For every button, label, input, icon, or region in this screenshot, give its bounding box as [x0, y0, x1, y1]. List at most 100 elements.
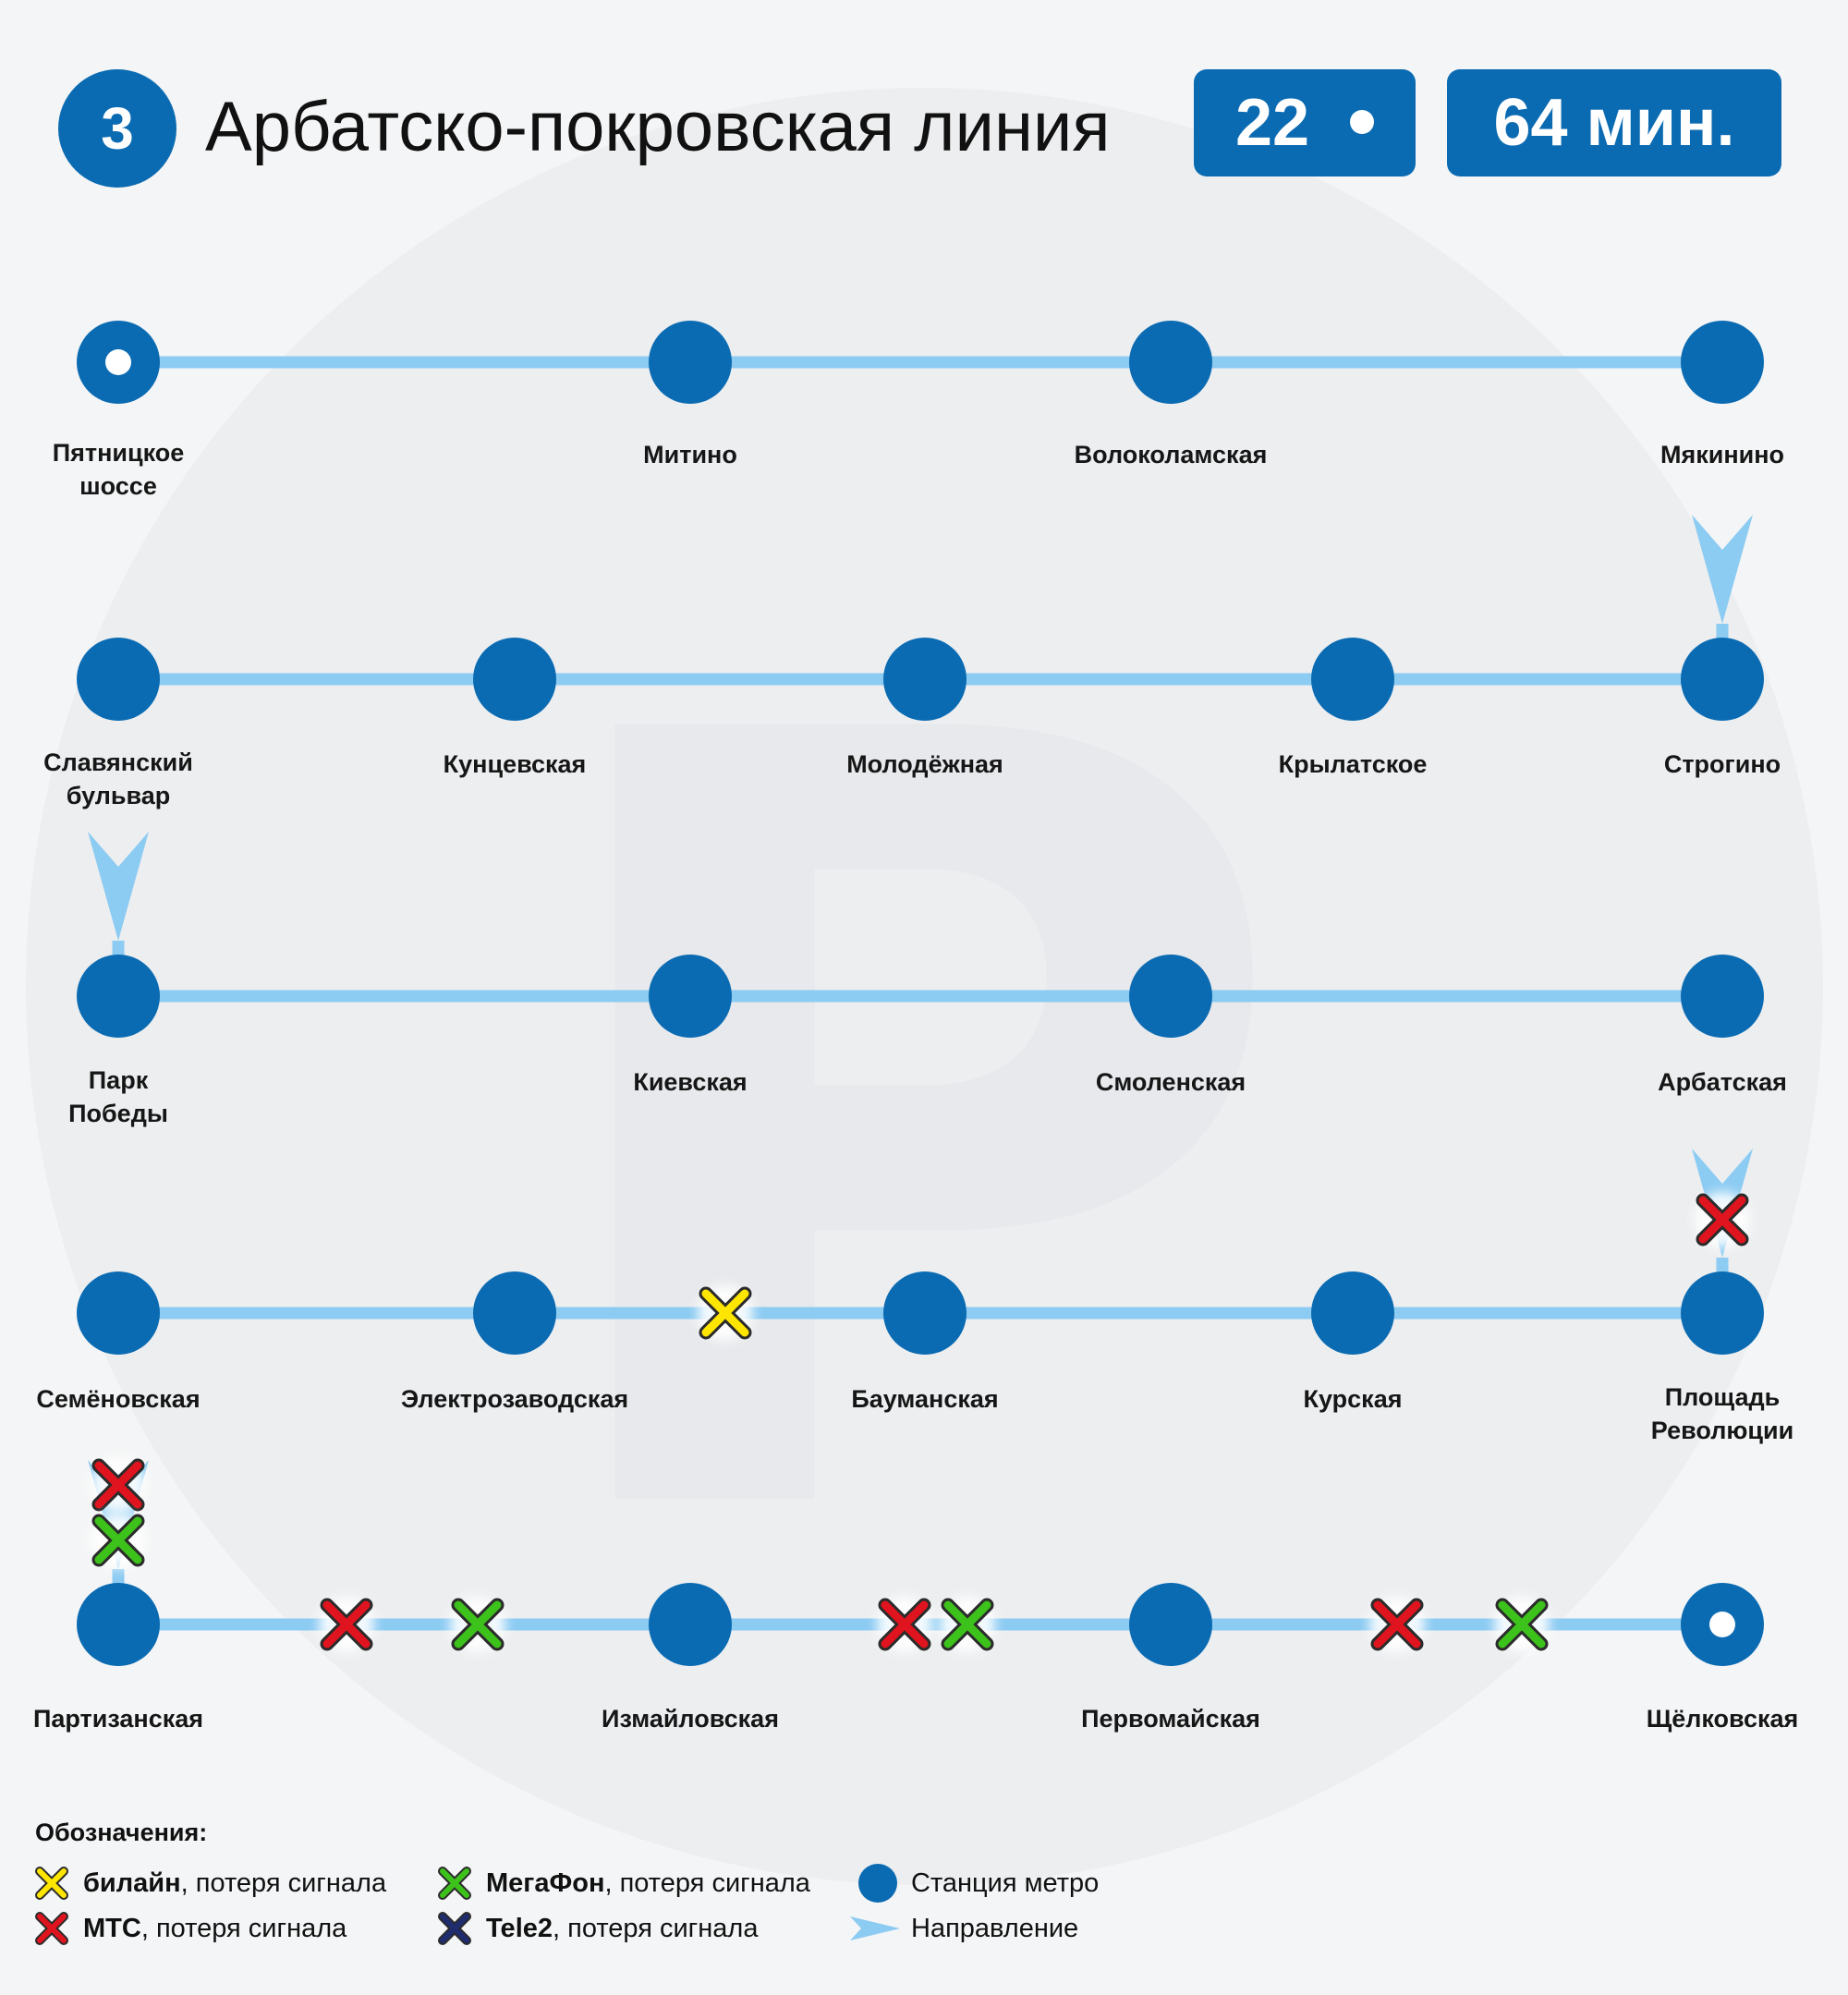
cross-fill: [454, 1600, 502, 1648]
line-number-badge: 3: [58, 69, 176, 188]
megafon-signal-loss-icon: [450, 1597, 505, 1652]
station-label: Мякинино: [1660, 441, 1785, 468]
legend-text: Направление: [911, 1914, 1079, 1943]
station-label: Парк Победы: [68, 1066, 168, 1127]
station-label: Измайловская: [602, 1705, 779, 1733]
station-label: Площадь Революции: [1650, 1383, 1794, 1444]
station-dot: [1311, 638, 1394, 721]
cross-fill: [37, 1868, 67, 1898]
station-label: Пятницкое шоссе: [52, 439, 185, 500]
legend-text: , потеря сигнала: [604, 1868, 810, 1898]
station-dot: [1129, 955, 1212, 1038]
legend-text: , потеря сигнала: [553, 1914, 759, 1943]
legend-text: , потеря сигнала: [140, 1914, 347, 1943]
legend-title: Обозначения:: [35, 1819, 208, 1846]
megafon-signal-loss-icon: [940, 1597, 995, 1652]
cross-fill: [1498, 1600, 1546, 1648]
terminal-marker: [1709, 1612, 1735, 1637]
mts-signal-loss-icon: [319, 1597, 374, 1652]
station-dot: [473, 1271, 556, 1355]
mts-signal-loss-icon: [877, 1597, 932, 1652]
station-dot: [1311, 1271, 1394, 1355]
direction-arrow-icon: [88, 832, 149, 941]
station-layer: [77, 321, 1764, 1666]
station-dot: [649, 321, 732, 404]
cross-fill: [881, 1600, 929, 1648]
travel-duration-badge: 64 мин.: [1447, 69, 1781, 176]
header: 3 Арбатско-покровская линия 22 64 мин.: [0, 0, 1848, 213]
direction-arrow-icon: [850, 1916, 900, 1940]
station-label: Курская: [1303, 1385, 1403, 1413]
station-label: Семёновская: [36, 1385, 201, 1413]
megafon-signal-loss-icon: [1494, 1597, 1550, 1652]
station-label: Кунцевская: [443, 750, 587, 778]
station-label: Партизанская: [32, 1705, 204, 1733]
station-dot: [883, 638, 967, 721]
mts-signal-loss-icon: [1695, 1192, 1750, 1247]
station-label: Щёлковская: [1646, 1705, 1799, 1733]
legend-text: , потеря сигнала: [180, 1868, 387, 1898]
station-dot: [77, 955, 160, 1038]
cross-fill: [943, 1600, 991, 1648]
signal-loss-layer: [91, 1192, 1750, 1652]
station-label: Молодёжная: [846, 750, 1003, 778]
station-label: Славянский бульвар: [43, 748, 193, 809]
station-dot: [77, 1583, 160, 1666]
station-label: Киевская: [633, 1068, 748, 1096]
station-dot: [883, 1271, 967, 1355]
background-watermark-letter: Р: [517, 514, 1296, 1750]
station-dot: [1129, 321, 1212, 404]
background-circle: [26, 88, 1823, 1885]
station-label: Бауманская: [851, 1385, 999, 1413]
station-label: Смоленская: [1095, 1068, 1246, 1096]
legend-brand: Tele2: [486, 1914, 553, 1943]
station-count-value: 22: [1234, 86, 1310, 160]
cross-icon: [438, 1912, 471, 1945]
station-dot: [1681, 1271, 1764, 1355]
station-dot: [473, 638, 556, 721]
cross-fill: [440, 1868, 469, 1898]
megafon-signal-loss-icon: [91, 1513, 146, 1568]
station-label: Арбатская: [1658, 1068, 1787, 1096]
cross-icon: [438, 1867, 471, 1900]
legend-label: Tele2, потеря сигнала: [486, 1912, 758, 1945]
legend-brand: МегаФон: [486, 1868, 605, 1898]
cross-fill: [1373, 1600, 1421, 1648]
station-label: Строгино: [1663, 750, 1781, 778]
station-dot-icon: [858, 1864, 897, 1903]
mts-signal-loss-icon: [91, 1457, 146, 1513]
cross-fill: [322, 1600, 371, 1648]
station-label: Крылатское: [1278, 750, 1428, 778]
legend-label: МТС, потеря сигнала: [83, 1912, 346, 1945]
legend-text: Станция метро: [911, 1868, 1100, 1898]
station-dot: [1681, 321, 1764, 404]
station-dot: [649, 955, 732, 1038]
station-label: Волоколамская: [1074, 441, 1268, 468]
cross-icon: [35, 1912, 68, 1945]
cross-fill: [1698, 1196, 1746, 1244]
station-count-badge: 22: [1194, 69, 1416, 176]
cross-fill: [440, 1914, 469, 1943]
station-dot: [1681, 955, 1764, 1038]
legend-brand: билайн: [83, 1868, 181, 1898]
station-dot: [1129, 1583, 1212, 1666]
legend-label: МегаФон, потеря сигнала: [486, 1867, 810, 1900]
line-title: Арбатско-покровская линия: [205, 88, 1111, 166]
station-dot-icon: [1350, 109, 1375, 134]
station-label: Первомайская: [1081, 1705, 1260, 1733]
legend: Обозначения: билайн, потеря сигнала МТС,…: [0, 1802, 1848, 1968]
station-dot: [1681, 638, 1764, 721]
station-dot: [649, 1583, 732, 1666]
cross-fill: [94, 1461, 142, 1509]
station-dot: [77, 638, 160, 721]
station-label: Электрозаводская: [400, 1385, 629, 1413]
station-label: Митино: [643, 441, 737, 468]
beeline-signal-loss-icon: [698, 1285, 753, 1341]
cross-icon: [35, 1867, 68, 1900]
terminal-marker: [105, 349, 131, 375]
direction-arrow-icon: [1692, 515, 1753, 624]
legend-brand: МТС: [83, 1914, 141, 1943]
legend-label: билайн, потеря сигнала: [83, 1867, 386, 1900]
mts-signal-loss-icon: [1369, 1597, 1425, 1652]
